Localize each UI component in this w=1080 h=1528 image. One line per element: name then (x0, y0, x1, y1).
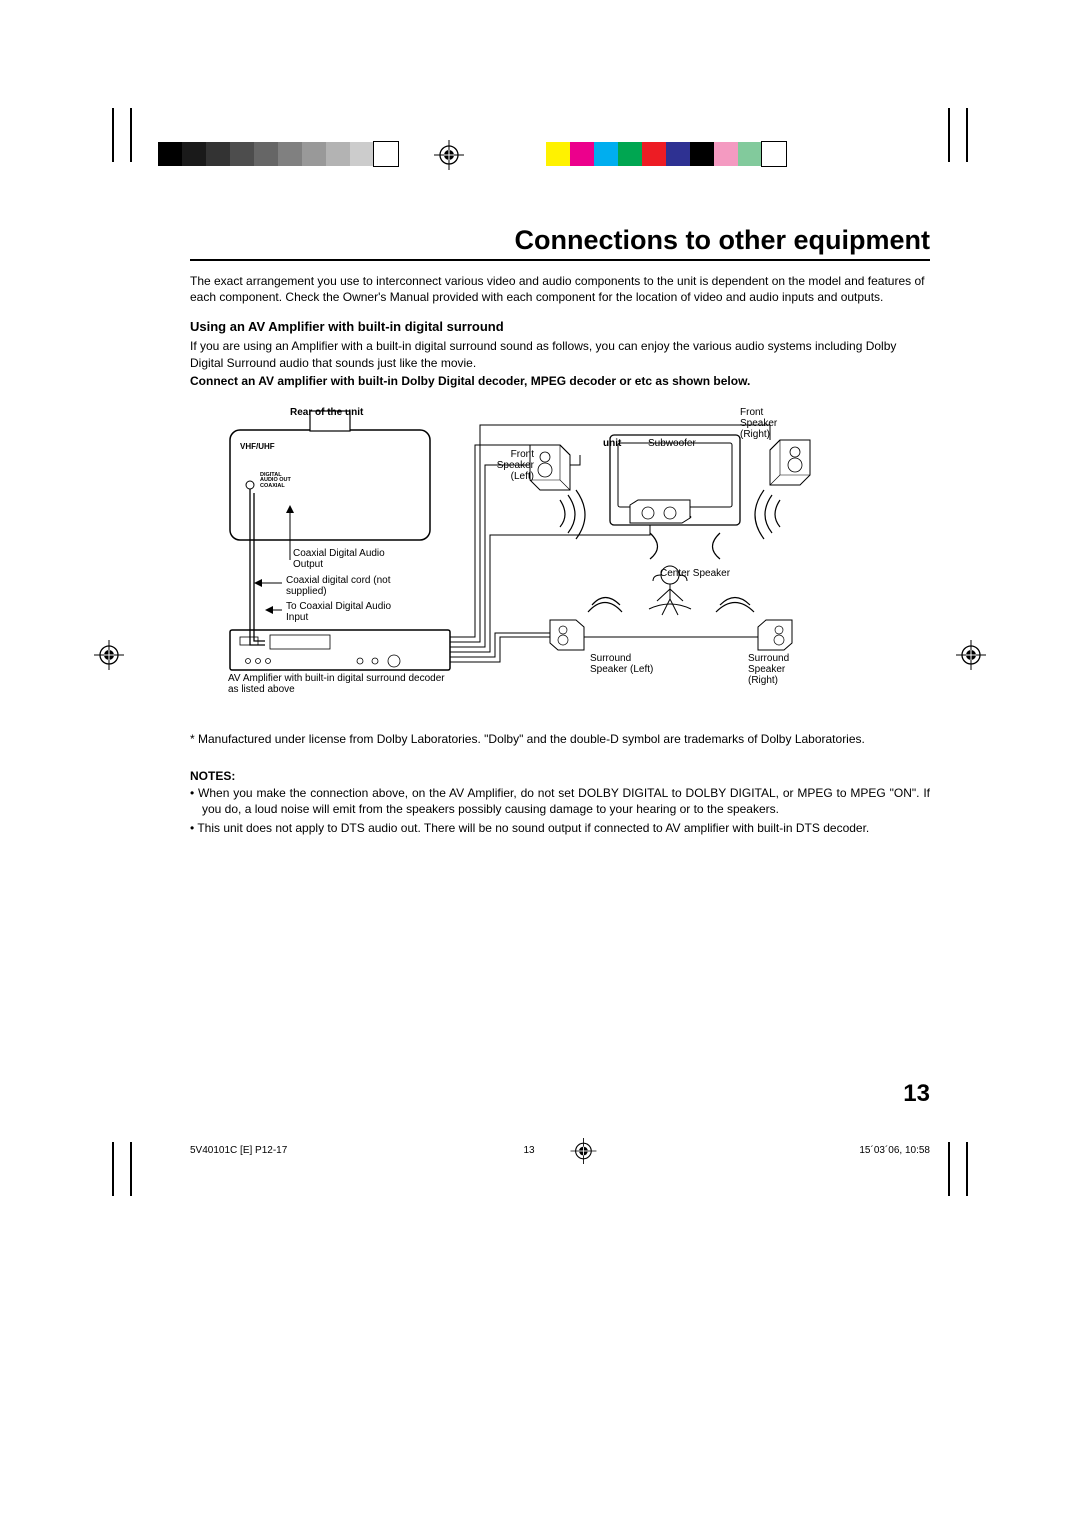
label-digital-audio-out: DIGITAL AUDIO OUT COAXIAL (260, 473, 291, 490)
label-coax-output: Coaxial Digital Audio Output (293, 548, 403, 570)
label-amp-caption: AV Amplifier with built-in digital surro… (228, 673, 453, 695)
footer-right: 15´03´06, 10:58 (859, 1145, 930, 1156)
registration-mark-top (434, 140, 464, 170)
label-unit: unit (603, 438, 621, 449)
page-title: Connections to other equipment (190, 225, 930, 261)
section-bold: Connect an AV amplifier with built-in Do… (190, 373, 930, 389)
registration-mark-footer (571, 1138, 597, 1164)
connection-diagram: Rear of the unit VHF/UHF DIGITAL AUDIO O… (210, 405, 910, 715)
color-colorbar (546, 142, 786, 166)
label-center-speaker: Center Speaker (660, 568, 730, 579)
section-body: If you are using an Amplifier with a bui… (190, 338, 930, 370)
footer-page-num: 13 (523, 1145, 534, 1156)
label-to-coax-input: To Coaxial Digital Audio Input (286, 601, 396, 623)
grayscale-colorbar (158, 142, 398, 166)
label-rear-of-unit: Rear of the unit (290, 407, 363, 418)
note-2: • This unit does not apply to DTS audio … (190, 820, 930, 836)
note-1: • When you make the connection above, on… (190, 785, 930, 817)
label-vhf-uhf: VHF/UHF (240, 443, 275, 452)
footer-left: 5V40101C [E] P12-17 (190, 1145, 287, 1156)
registration-mark-right (956, 640, 986, 670)
label-coax-cord: Coaxial digital cord (not supplied) (286, 575, 396, 597)
dolby-footnote: * Manufactured under license from Dolby … (190, 731, 930, 747)
notes-heading: NOTES: (190, 769, 930, 783)
footer: 5V40101C [E] P12-17 13 15´03´06, 10:58 (190, 1145, 930, 1156)
intro-paragraph: The exact arrangement you use to interco… (190, 273, 930, 305)
page-number: 13 (903, 1080, 930, 1108)
label-subwoofer: Subwoofer (648, 438, 696, 449)
section-heading: Using an AV Amplifier with built-in digi… (190, 319, 930, 334)
registration-mark-left (94, 640, 124, 670)
